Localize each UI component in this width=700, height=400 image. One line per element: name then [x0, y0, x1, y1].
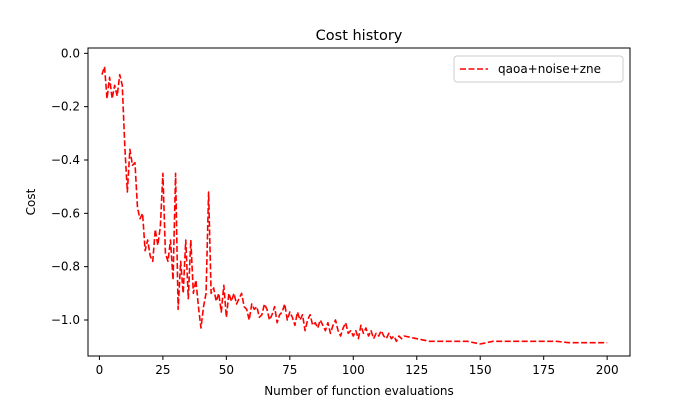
x-tick-label: 125: [405, 363, 428, 377]
x-tick-label: 50: [219, 363, 234, 377]
x-tick-label: 0: [96, 363, 104, 377]
x-tick-label: 200: [596, 363, 619, 377]
legend-box: [453, 55, 624, 83]
y-tick-label: −0.8: [51, 260, 80, 274]
x-tick-label: 25: [155, 363, 170, 377]
x-axis-label: Number of function evaluations: [264, 384, 454, 398]
y-axis-ticks: 0.0 −0.2 −0.4 −0.6 −0.8 −1.0: [51, 46, 88, 327]
x-tick-label: 75: [282, 363, 297, 377]
x-tick-label: 150: [469, 363, 492, 377]
x-tick-label: 175: [532, 363, 555, 377]
y-tick-label: −0.2: [51, 100, 80, 114]
plot-frame: [87, 47, 631, 357]
plot-area: [88, 48, 630, 356]
y-tick-label: −0.4: [51, 153, 80, 167]
y-tick-label: −0.6: [51, 206, 80, 220]
chart-title: Cost history: [316, 28, 403, 44]
x-tick-label: 100: [342, 363, 365, 377]
series-layer: [101, 65, 608, 345]
legend: qaoa+noise+zne: [453, 55, 624, 83]
series-line-0: [101, 65, 608, 345]
legend-series-label: qaoa+noise+zne: [498, 62, 601, 76]
x-axis-ticks: 0 25 50 75 100 125 150 175 200: [96, 356, 619, 377]
y-tick-label: −1.0: [51, 313, 80, 327]
y-axis-label: Cost: [24, 188, 38, 215]
y-tick-label: 0.0: [61, 46, 80, 60]
